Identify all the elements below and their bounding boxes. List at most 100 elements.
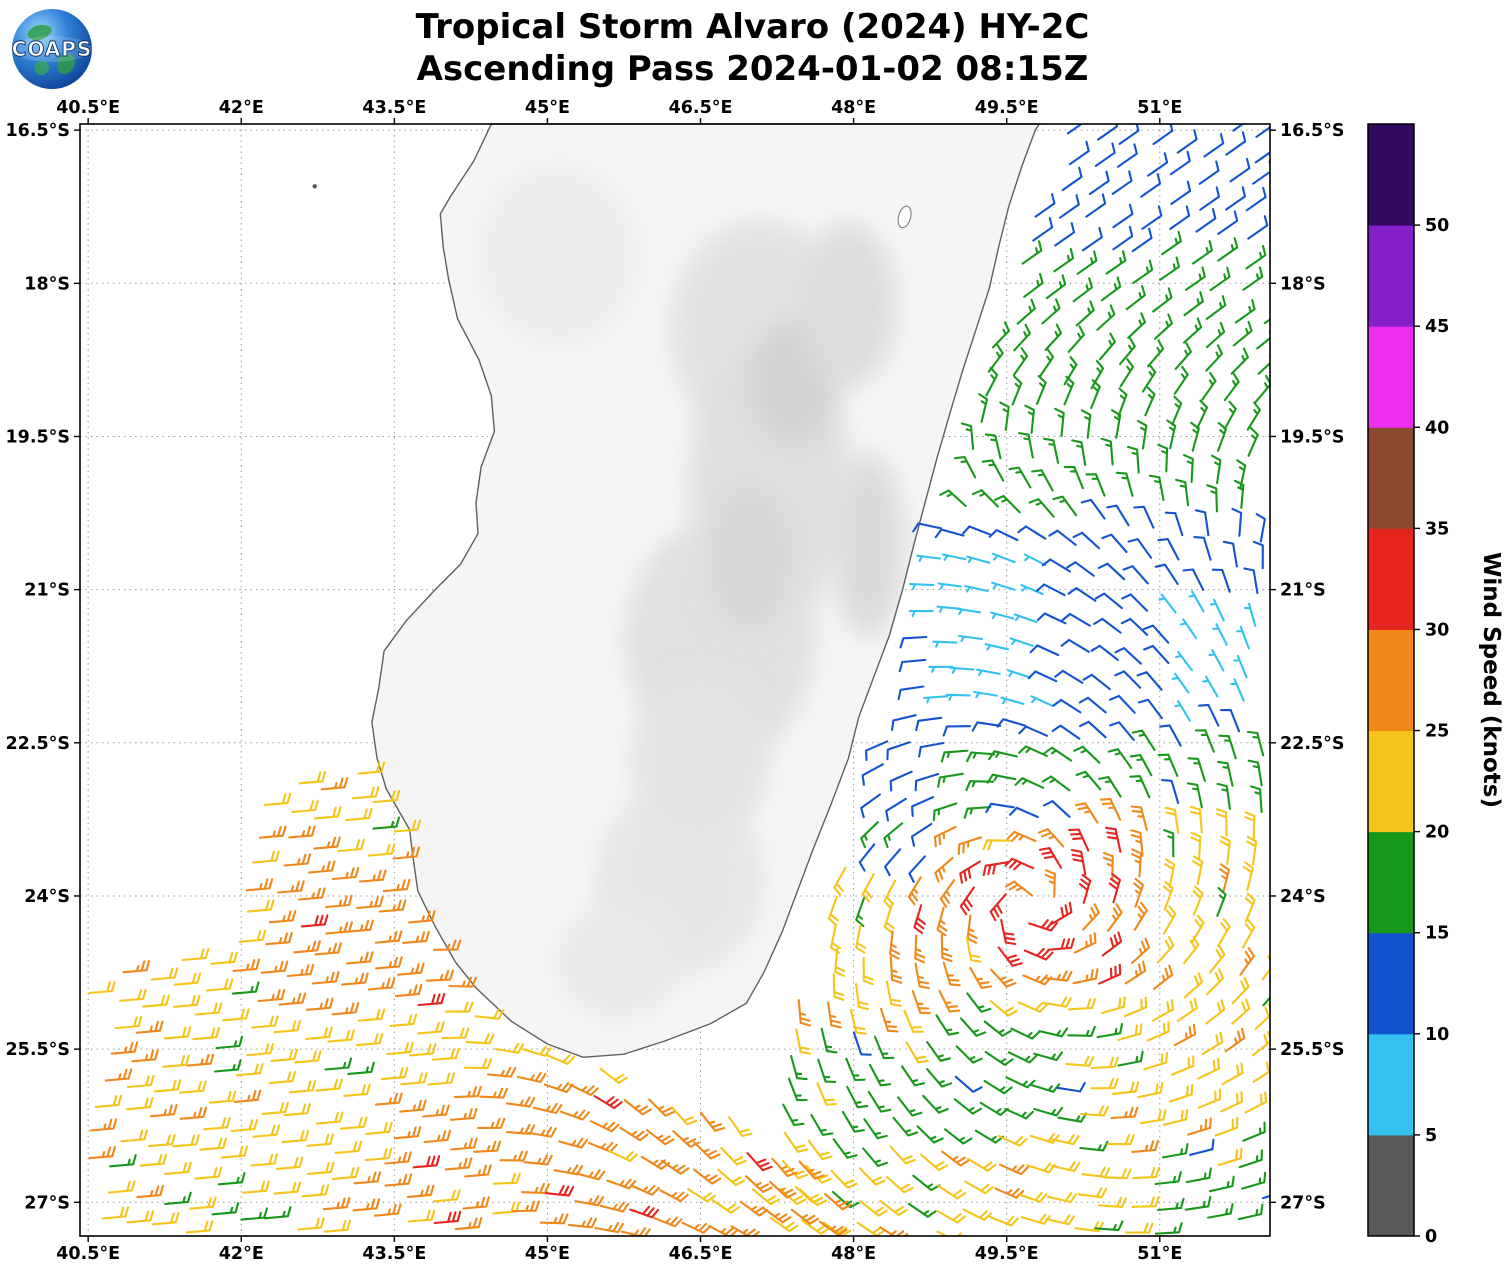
wind-barb — [912, 1174, 941, 1192]
wind-barb — [220, 1145, 249, 1159]
wind-barb — [1162, 1143, 1189, 1159]
colorbar-tick-label: 5 — [1425, 1126, 1437, 1146]
wind-barb — [659, 1189, 689, 1203]
wind-barb — [856, 1221, 886, 1236]
wind-barb — [331, 1166, 360, 1180]
wind-barb — [1004, 880, 1034, 897]
wind-barb — [288, 825, 316, 839]
wind-barb — [1033, 1106, 1064, 1117]
wind-barb — [763, 1207, 792, 1224]
wind-barb — [1022, 974, 1053, 986]
wind-barb — [1185, 1167, 1212, 1184]
wind-barb — [832, 1138, 858, 1159]
wind-barb — [246, 899, 275, 913]
wind-barb — [1006, 669, 1031, 679]
wind-barb — [820, 1027, 838, 1054]
islet-outline — [897, 205, 912, 229]
wind-barb — [1035, 375, 1047, 405]
wind-barb — [1132, 1166, 1161, 1180]
wind-barb — [1239, 947, 1255, 976]
wind-barb — [433, 1189, 461, 1203]
wind-barb — [273, 1019, 302, 1034]
wind-barb — [1129, 754, 1153, 777]
wind-barb — [928, 665, 954, 673]
wind-barb — [110, 1041, 139, 1055]
wind-barb — [1073, 932, 1097, 954]
wind-barb — [1210, 454, 1222, 485]
globe-continent — [34, 60, 49, 75]
wind-barb — [1206, 484, 1218, 513]
wind-barb — [858, 843, 876, 872]
wind-barb — [1225, 131, 1247, 156]
wind-barb — [346, 919, 374, 933]
wind-barb — [88, 980, 116, 995]
wind-barb — [211, 1202, 240, 1216]
wind-barb — [189, 1196, 217, 1210]
wind-barb — [960, 422, 975, 450]
wind-barb — [172, 994, 201, 1008]
wind-barb — [1073, 745, 1101, 764]
wind-barb — [940, 933, 953, 963]
lat-tick-label-right: 21°S — [1280, 581, 1326, 601]
wind-barb — [1261, 1194, 1270, 1200]
wind-barb — [1093, 617, 1122, 634]
wind-barb — [1225, 186, 1247, 211]
colorbar-tick-label: 25 — [1425, 722, 1449, 742]
wind-barb — [1198, 160, 1220, 185]
wind-barb — [959, 860, 981, 884]
wind-barb — [988, 750, 1018, 761]
wind-barb — [1088, 170, 1110, 196]
wind-barb — [1120, 617, 1149, 636]
wind-barb — [1065, 1055, 1095, 1067]
wind-barb — [1216, 782, 1231, 810]
wind-barb — [1255, 126, 1270, 138]
wind-barb — [1241, 1171, 1267, 1190]
wind-barb — [861, 872, 875, 903]
wind-barb — [394, 983, 423, 998]
wind-barb — [1147, 152, 1169, 177]
wind-barb — [270, 1048, 298, 1062]
colorbar-group: 0 5 10 15 20 25 30 35 40 45 50 Wind Speed (knots) — [1367, 123, 1504, 1247]
wind-barb — [897, 1096, 923, 1117]
wind-barb — [1023, 272, 1044, 298]
wind-barb — [1041, 558, 1072, 573]
wind-barb — [1222, 540, 1238, 568]
wind-barb — [1136, 419, 1148, 450]
wind-barb — [994, 1187, 1025, 1199]
wind-barb — [937, 1184, 967, 1200]
wind-barb — [1247, 215, 1269, 240]
wind-barb — [1174, 342, 1192, 371]
wind-barb — [1157, 538, 1180, 561]
wind-barb — [431, 1047, 460, 1061]
wind-barb — [1074, 1221, 1104, 1233]
wind-barb — [986, 773, 1017, 784]
wind-barb — [1102, 851, 1114, 881]
wind-barb — [322, 1197, 351, 1211]
wind-barb — [423, 1129, 452, 1144]
wind-barb — [1246, 401, 1261, 431]
wind-barb — [454, 1216, 483, 1231]
wind-barb — [1039, 348, 1055, 378]
wind-barb — [985, 802, 1015, 814]
wind-barb — [151, 1212, 180, 1226]
wind-barb — [486, 1066, 517, 1078]
wind-barb — [938, 989, 961, 1013]
wind-barb — [1126, 445, 1140, 474]
wind-barb — [1114, 647, 1142, 665]
wind-barb — [1050, 901, 1073, 926]
colorbar-segment — [1368, 1033, 1414, 1136]
wind-barb — [1041, 775, 1071, 792]
wind-barb — [1171, 395, 1183, 426]
wind-barb — [511, 1200, 540, 1213]
wind-barb — [473, 1140, 502, 1153]
wind-barb — [1112, 225, 1134, 251]
wind-barb — [1233, 654, 1248, 679]
wind-barb — [263, 1206, 292, 1220]
wind-barb — [1196, 399, 1209, 430]
terrain-shading — [800, 223, 896, 387]
wind-barb — [889, 955, 903, 984]
wind-barb — [1139, 1109, 1167, 1125]
terrain-group — [476, 163, 904, 1020]
colorbar-segment — [1368, 629, 1414, 732]
wind-barb — [1045, 1214, 1076, 1226]
